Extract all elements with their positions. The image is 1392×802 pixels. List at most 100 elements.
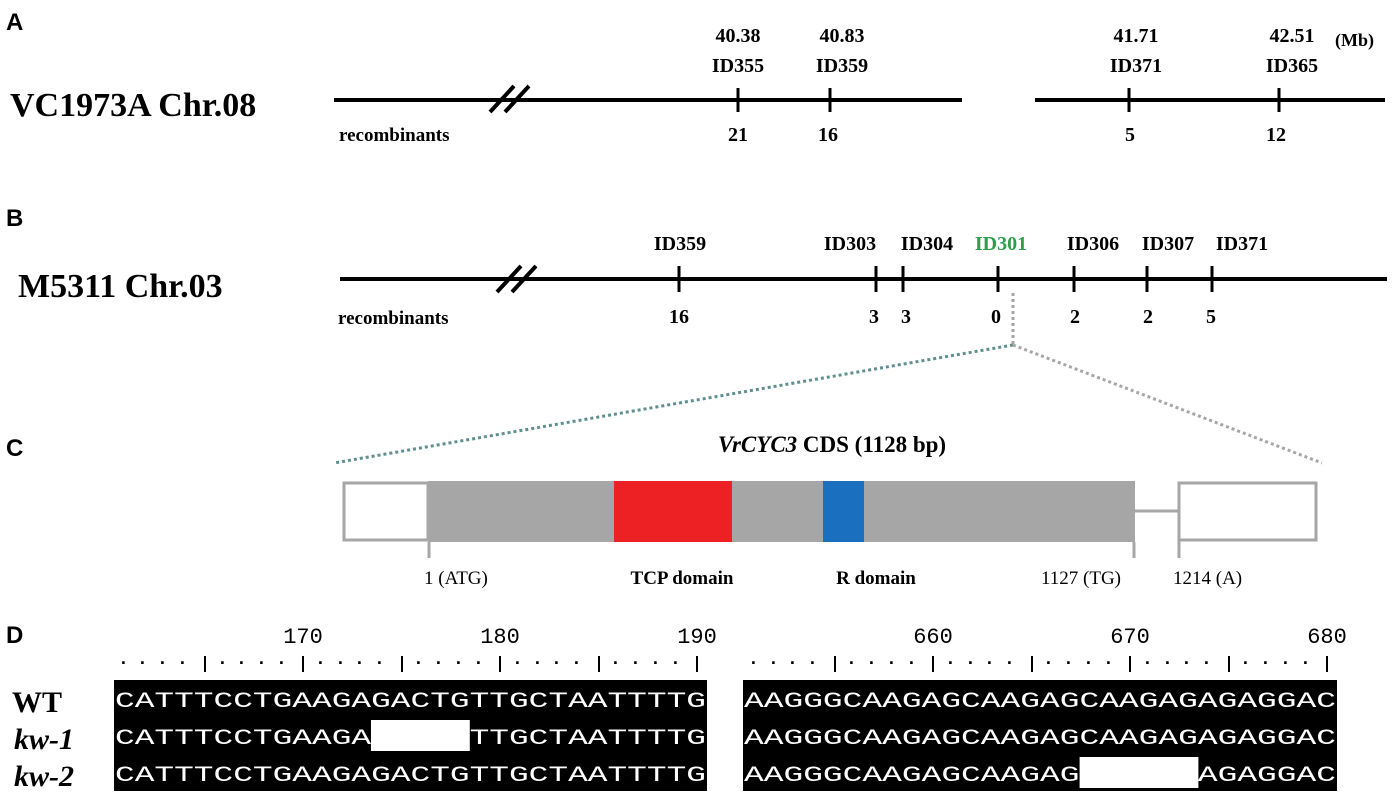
- svg-text:·: ·: [1083, 654, 1094, 674]
- svg-text:·: ·: [650, 654, 661, 674]
- ruler-dots-left: · · · · · · · · · · · · · · · · · · · · · · · ·: [118, 654, 681, 674]
- marker-recombinants: 3: [901, 306, 911, 328]
- marker-id: ID359: [654, 233, 706, 255]
- svg-text:·: ·: [807, 654, 818, 674]
- r-domain-label: R domain: [836, 568, 916, 589]
- svg-text:·: ·: [965, 654, 976, 674]
- ruler-tick-label: 680: [1307, 625, 1347, 650]
- svg-text:·: ·: [610, 654, 621, 674]
- svg-text:·: ·: [984, 654, 995, 674]
- ruler-tick-label: 180: [480, 625, 520, 650]
- panel-b-marker-id306: ID306 2: [1067, 233, 1119, 328]
- svg-text:·: ·: [256, 654, 267, 674]
- svg-text:·: ·: [1162, 654, 1173, 674]
- svg-text:·: ·: [1142, 654, 1153, 674]
- svg-text:·: ·: [413, 654, 424, 674]
- ruler-tick-label: 660: [913, 625, 953, 650]
- gene-structure: [342, 481, 1318, 558]
- tcp-domain-box: [614, 481, 732, 542]
- panel-c-letter: C: [6, 435, 23, 462]
- marker-recombinants: 2: [1143, 306, 1153, 328]
- marker-id: ID304: [901, 233, 953, 255]
- alignment-background-right: [743, 680, 1337, 791]
- panel-b-marker-id371: ID371 5: [1206, 233, 1268, 328]
- gene-name: VrCYC3: [718, 432, 797, 457]
- ruler-dots-right: · · · · · · · · · · · · · · · · · · · · · · · ·: [748, 654, 1311, 674]
- panel-b-break-mark: [495, 264, 538, 294]
- zoom-connector: [333, 293, 1323, 465]
- panel-d: D · · · · · · · · · · · · · · · · · · · · · · · · 170 180 …: [6, 622, 1347, 793]
- deletion-gap-left: [370, 720, 470, 751]
- tcp-domain-label: TCP domain: [631, 568, 734, 589]
- sequence-row-left: CATTTCCTGAAGAGACTGTTGCTAATTTTG: [115, 763, 706, 788]
- svg-text:·: ·: [886, 654, 897, 674]
- marker-id: ID371: [1216, 233, 1268, 255]
- sequence-row-right: AAGGGCAAGAGCAAGAGCAAGAGAGAGGAC: [744, 726, 1336, 751]
- panel-d-letter: D: [6, 622, 23, 649]
- panel-b-recombinants-label: recombinants: [338, 308, 448, 329]
- svg-text:·: ·: [1103, 654, 1114, 674]
- svg-text:·: ·: [1280, 654, 1291, 674]
- svg-text:·: ·: [236, 654, 247, 674]
- svg-text:·: ·: [1043, 654, 1054, 674]
- panel-a-marker-id359: 40.83 ID359 16: [816, 25, 868, 146]
- alignment-block-left: CATTTCCTGAAGAGACTGTTGCTAATTTTG CATTTCCTGA…: [114, 680, 707, 791]
- marker-id: ID355: [712, 55, 764, 77]
- marker-recombinants: 12: [1266, 124, 1286, 146]
- marker-position: 42.51: [1270, 25, 1315, 47]
- row-label-kw-2: kw-2: [14, 760, 74, 793]
- alignment-block-right: AAGGGCAAGAGCAAGAGCAAGAGAGAGGAC AAGGGCAAGA…: [743, 680, 1337, 791]
- marker-id: ID306: [1067, 233, 1119, 255]
- svg-text:·: ·: [906, 654, 917, 674]
- marker-recombinants: 0: [991, 306, 1001, 328]
- sequence-row-right: AAGGGCAAGAGCAAGAG------AGAGGAC: [744, 763, 1336, 788]
- alignment-ruler-right: · · · · · · · · · · · · · · · · · · · · · · · · 660 670 68…: [748, 625, 1347, 674]
- utr-5-box: [342, 481, 430, 542]
- svg-text:·: ·: [137, 654, 148, 674]
- svg-text:·: ·: [1004, 654, 1015, 674]
- ruler-tick-label: 190: [677, 625, 717, 650]
- sequence-row-right: AAGGGCAAGAGCAAGAGCAAGAGAGAGGAC: [744, 689, 1336, 714]
- svg-text:·: ·: [315, 654, 326, 674]
- svg-text:·: ·: [335, 654, 346, 674]
- sequence-row-left: CATTTCCTGAAGAGACTGTTGCTAATTTTG: [115, 689, 706, 714]
- marker-id-highlighted: ID301: [975, 233, 1027, 255]
- panel-b-marker-id307: ID307 2: [1142, 233, 1194, 328]
- panel-c-title: VrCYC3 CDS (1128 bp): [718, 432, 946, 457]
- marker-recombinants: 5: [1206, 306, 1216, 328]
- svg-text:·: ·: [473, 654, 484, 674]
- svg-text:·: ·: [276, 654, 287, 674]
- panel-b-marker-id301: ID301 0: [975, 233, 1027, 328]
- marker-recombinants: 16: [669, 306, 689, 328]
- svg-text:·: ·: [177, 654, 188, 674]
- svg-text:·: ·: [1240, 654, 1251, 674]
- panel-a-marker-id371: 41.71 ID371 5: [1110, 25, 1162, 146]
- marker-recombinants: 3: [869, 306, 879, 328]
- cds-box: [428, 481, 1135, 542]
- marker-id: ID371: [1110, 55, 1162, 77]
- panel-b-letter: B: [6, 205, 23, 232]
- marker-id: ID365: [1266, 55, 1318, 77]
- marker-recombinants: 21: [728, 124, 748, 146]
- panel-a-recombinants-label: recombinants: [339, 125, 449, 146]
- marker-recombinants: 5: [1125, 124, 1135, 146]
- svg-text:·: ·: [551, 654, 562, 674]
- svg-text:·: ·: [846, 654, 857, 674]
- ruler-tick-label: 170: [283, 625, 323, 650]
- row-label-kw-1: kw-1: [14, 723, 74, 756]
- svg-text:·: ·: [157, 654, 168, 674]
- panel-b-marker-id359: ID359 16: [654, 233, 706, 328]
- marker-position: 40.83: [820, 25, 865, 47]
- svg-text:·: ·: [571, 654, 582, 674]
- deletion-gap-right: [1079, 757, 1199, 788]
- panel-a: A VC1973A Chr.08 (Mb) recombinants 40.38…: [6, 9, 1385, 146]
- utr-3-box: [1177, 481, 1318, 542]
- marker-id: ID359: [816, 55, 868, 77]
- panel-a-unit-label: (Mb): [1335, 30, 1374, 51]
- panel-a-letter: A: [6, 9, 23, 36]
- row-label-wt: WT: [12, 686, 62, 719]
- svg-text:·: ·: [532, 654, 543, 674]
- svg-text:·: ·: [1260, 654, 1271, 674]
- svg-text:·: ·: [748, 654, 759, 674]
